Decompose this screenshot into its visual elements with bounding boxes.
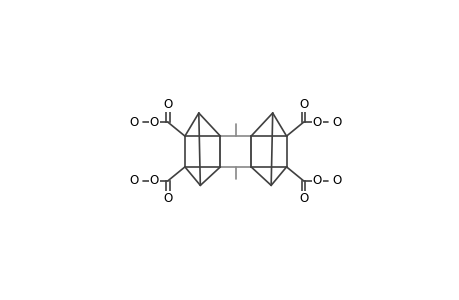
Text: O: O <box>332 116 341 129</box>
Text: O: O <box>298 98 308 111</box>
Text: O: O <box>129 174 139 187</box>
Text: O: O <box>149 116 158 129</box>
Text: O: O <box>332 174 341 187</box>
Text: O: O <box>298 192 308 205</box>
Text: O: O <box>312 116 321 129</box>
Text: O: O <box>149 174 158 187</box>
Text: O: O <box>129 116 139 129</box>
Text: O: O <box>163 192 172 205</box>
Text: O: O <box>163 98 172 111</box>
Text: O: O <box>312 174 321 187</box>
